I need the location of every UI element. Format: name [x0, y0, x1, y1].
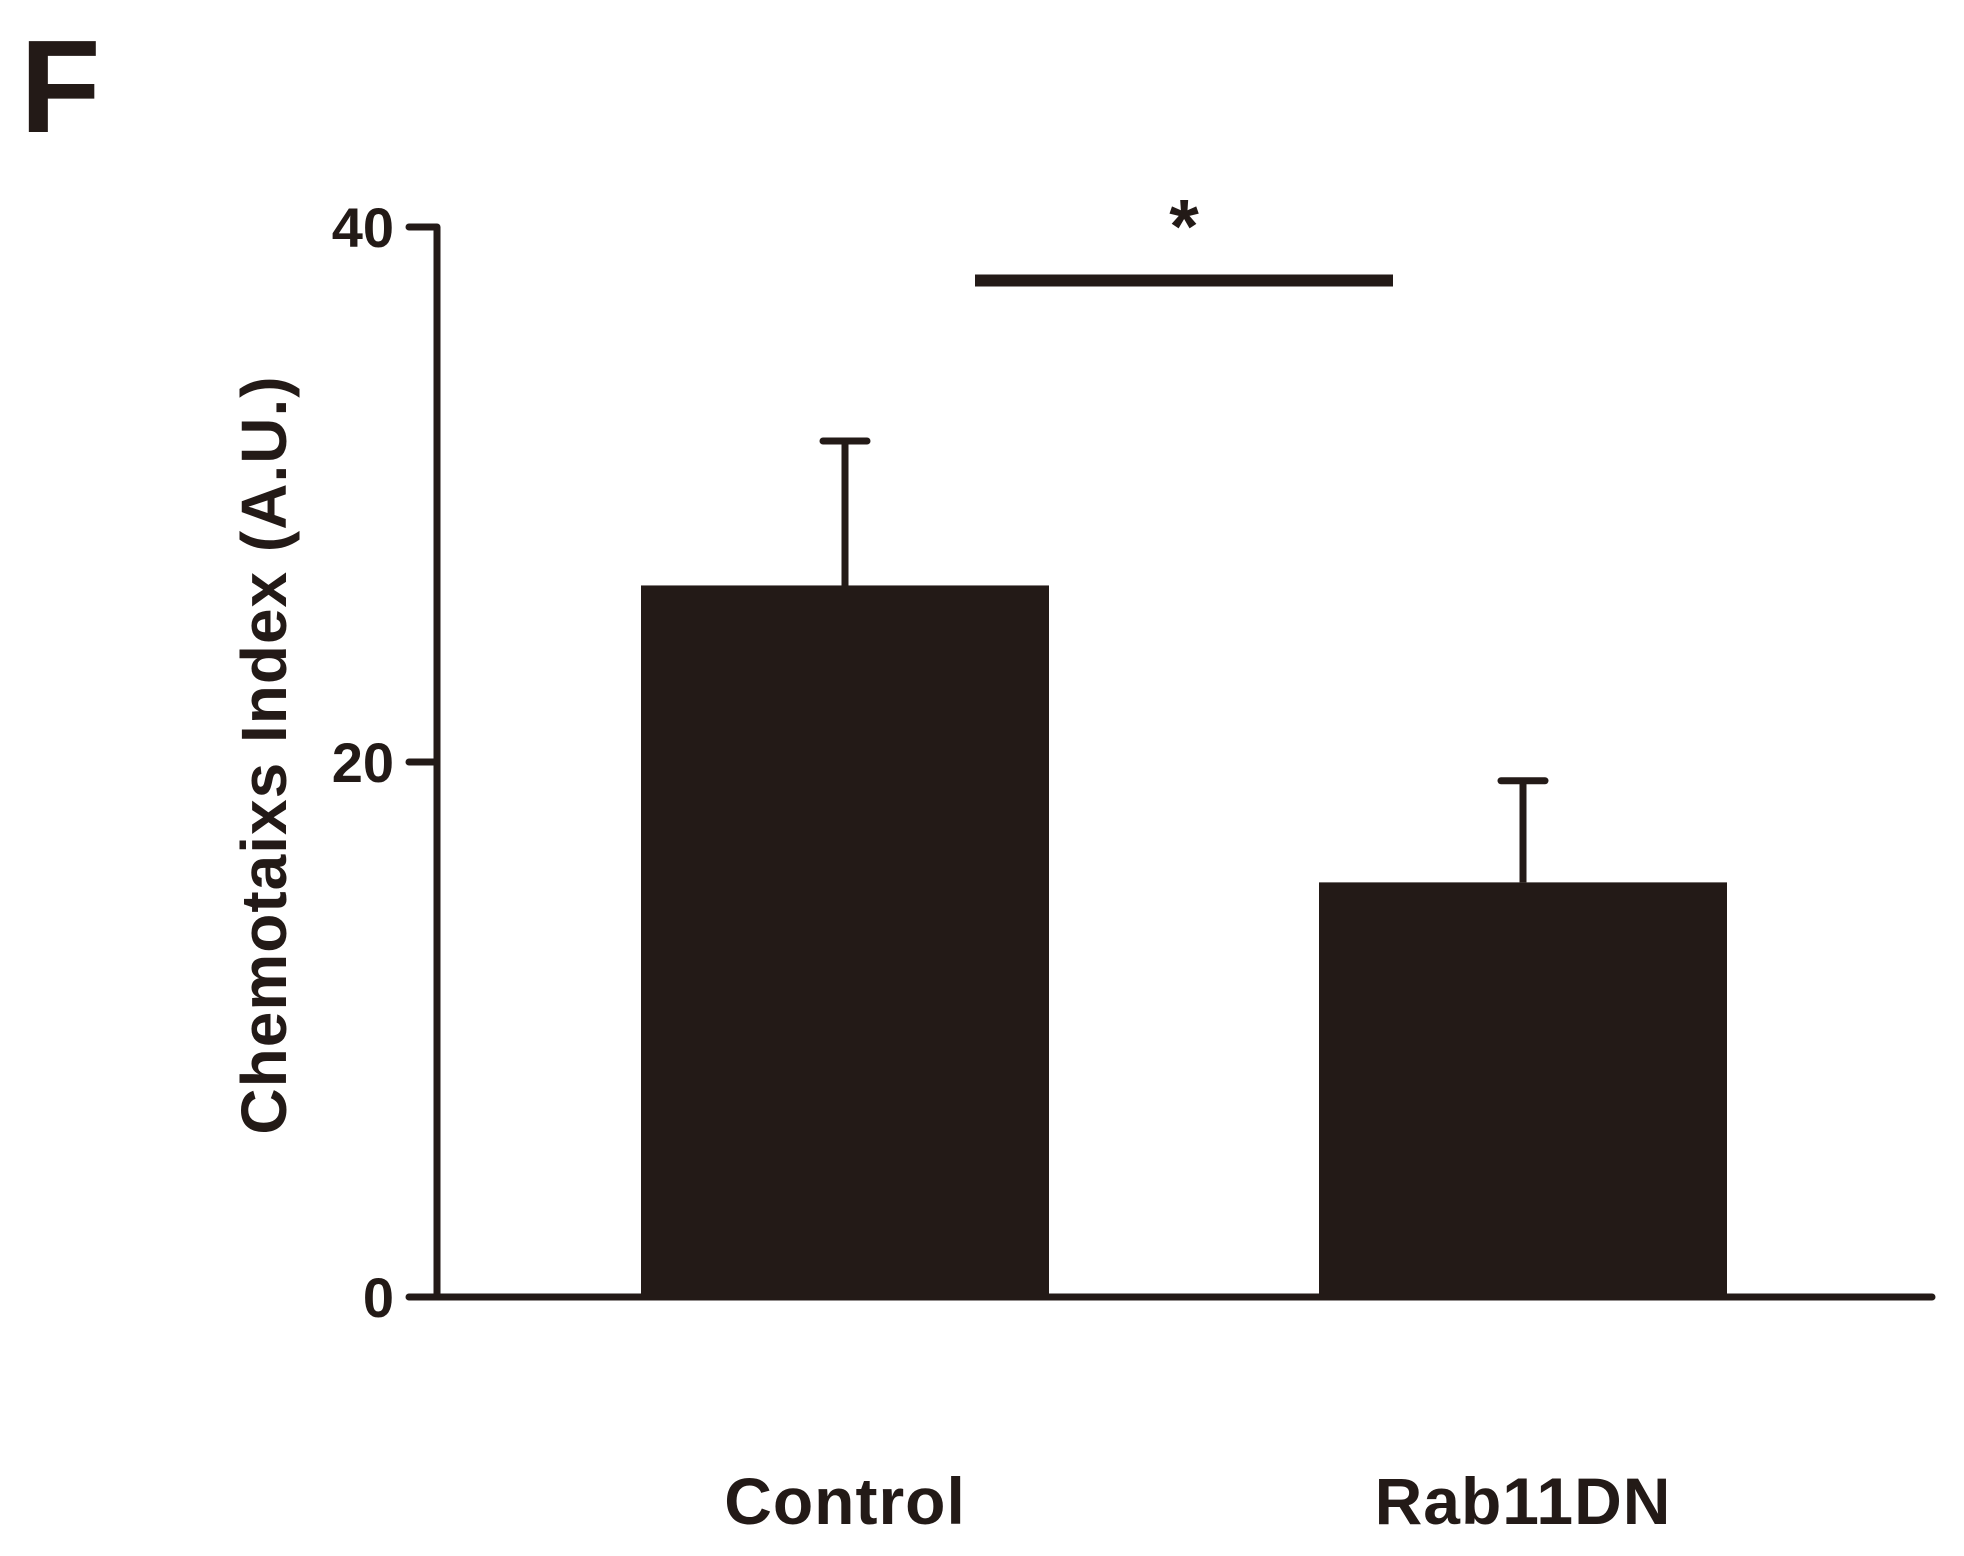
error-bars-layer [819, 437, 1549, 883]
y-tick-label-40: 40 [332, 196, 394, 259]
y-ticks-layer: 0 20 40 [332, 196, 441, 1329]
x-labels-layer: Control Rab11DN [724, 1464, 1672, 1538]
significance-marker: * [1169, 185, 1199, 270]
bar-rab11dn [1319, 882, 1727, 1297]
y-tick-label-0: 0 [363, 1266, 394, 1329]
x-category-label-rab11dn: Rab11DN [1375, 1464, 1672, 1538]
bar-control [641, 585, 1049, 1297]
y-tick-label-20: 20 [332, 731, 394, 794]
x-category-label-control: Control [724, 1464, 966, 1538]
bars-layer [641, 585, 1727, 1297]
y-axis-title: Chemotaixs Index (A.U.) [228, 375, 300, 1134]
panel-label: F [20, 13, 101, 160]
